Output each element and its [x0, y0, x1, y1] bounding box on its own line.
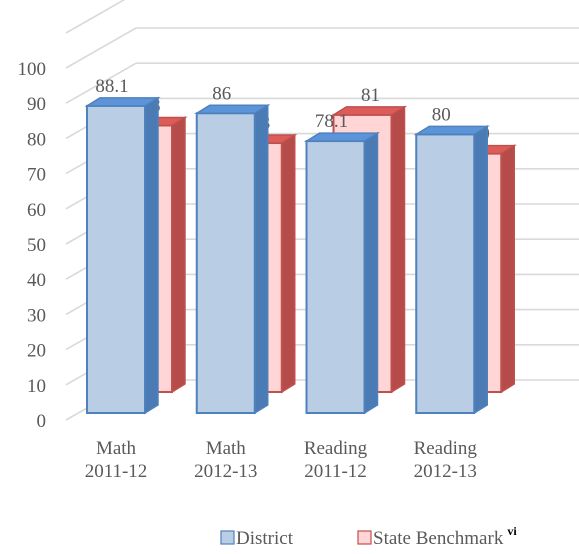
- state-benchmark-bar-top: [330, 106, 408, 116]
- state-benchmark-bar-side: [390, 105, 406, 394]
- legend-state-benchmark-name: State Benchmark: [373, 528, 504, 549]
- x-category-label: Math 2012-13: [194, 438, 257, 482]
- legend-state-benchmark-superscript: vi: [507, 524, 517, 538]
- gridline-diagonal: [65, 27, 137, 69]
- district-bar-data-label: 88.1: [95, 76, 128, 97]
- district-bar: 86: [194, 83, 271, 415]
- x-category-label-line: Reading: [304, 438, 368, 459]
- legend-swatch-district: [220, 530, 235, 545]
- district-bar-front: [86, 104, 146, 414]
- district-bar: 88.1: [84, 76, 161, 415]
- y-tick-label: 70: [27, 165, 46, 186]
- gridline-diagonal: [65, 62, 137, 104]
- district-bar-data-label: 80: [432, 104, 451, 125]
- x-category-label-line: 2011-12: [304, 461, 367, 482]
- y-axis: 0 10 20 30 40 50 60 70 80 90 100: [18, 59, 47, 432]
- district-bar-side: [254, 103, 269, 415]
- district-bar-top: [303, 132, 381, 142]
- x-category-label-line: Reading: [414, 438, 478, 459]
- legend: District State Benchmark vi: [220, 524, 517, 549]
- district-bar-side: [473, 125, 488, 415]
- state-benchmark-bar-side: [281, 133, 296, 394]
- y-tick-label: 20: [27, 341, 46, 362]
- legend-label-state-benchmark: State Benchmark vi: [373, 524, 517, 549]
- district-bar-side: [363, 131, 379, 415]
- y-tick-label: 0: [37, 411, 47, 432]
- legend-label-district: District: [236, 528, 294, 549]
- district-bar: 80: [413, 104, 490, 415]
- x-category-label: Reading 2012-13: [414, 438, 478, 482]
- x-category-label-line: 2012-13: [414, 461, 477, 482]
- district-bar-top: [413, 125, 490, 136]
- district-bar-side: [144, 96, 159, 415]
- y-tick-label: 100: [18, 59, 47, 80]
- district-bar-front: [195, 112, 256, 414]
- district-bar-top: [194, 104, 271, 115]
- state-benchmark-bar-side: [171, 116, 186, 394]
- legend-swatch-state-benchmark: [357, 530, 372, 545]
- x-category-label-line: Math: [96, 438, 137, 459]
- y-tick-label: 40: [27, 270, 46, 291]
- x-category-label-line: Math: [206, 438, 247, 459]
- district-bars: 88.1 86 78.1 80: [84, 76, 490, 415]
- y-tick-label: 50: [27, 235, 46, 256]
- y-tick-label: 90: [27, 94, 46, 115]
- x-category-label-line: 2011-12: [85, 461, 148, 482]
- x-category-label: Reading 2011-12: [304, 438, 368, 482]
- wall-top-diagonal: [65, 0, 126, 34]
- state-benchmark-bar-data-label: 81: [361, 85, 380, 106]
- district-bar-data-label: 86: [212, 83, 231, 104]
- x-category-label-line: 2012-13: [194, 461, 257, 482]
- y-tick-label: 80: [27, 129, 46, 150]
- district-bar: 78.1: [303, 111, 381, 415]
- x-category-label: Math 2011-12: [85, 438, 148, 482]
- district-bar-data-label: 78.1: [315, 111, 348, 132]
- y-tick-label: 10: [27, 376, 46, 397]
- state-benchmark-bar-side: [500, 144, 515, 394]
- y-tick-label: 30: [27, 305, 46, 326]
- district-bar-front: [305, 140, 366, 414]
- y-tick-label: 60: [27, 200, 46, 221]
- district-bar-top: [84, 97, 161, 107]
- district-bar-front: [415, 133, 476, 414]
